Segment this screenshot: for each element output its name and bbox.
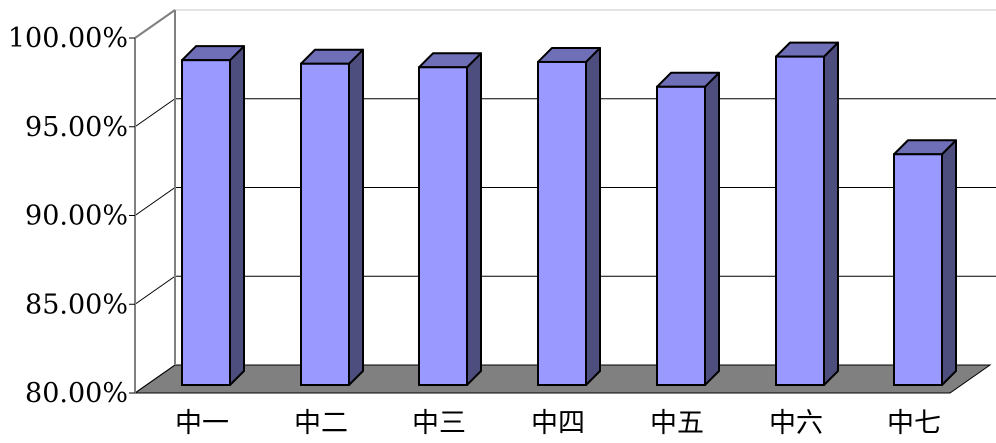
bar-front bbox=[418, 66, 468, 387]
x-category-label: 中七 bbox=[887, 408, 941, 439]
bar-front bbox=[775, 55, 825, 386]
y-tick-label: 100.00% bbox=[8, 23, 128, 54]
bar-side bbox=[585, 46, 601, 386]
x-category-label: 中二 bbox=[294, 408, 348, 439]
side-gridline bbox=[134, 275, 176, 305]
y-tick-label: 85.00% bbox=[25, 289, 128, 320]
bar-front bbox=[656, 85, 706, 387]
y-axis bbox=[129, 9, 176, 394]
bar bbox=[537, 46, 601, 386]
side-gridline bbox=[134, 98, 176, 128]
side-gridline bbox=[134, 364, 176, 394]
bar-front bbox=[181, 59, 231, 387]
bar bbox=[300, 48, 364, 386]
bar-side bbox=[941, 139, 957, 386]
x-category-label: 中三 bbox=[412, 408, 466, 439]
y-tick-label: 90.00% bbox=[25, 201, 128, 232]
bar-front bbox=[537, 60, 587, 386]
y-tick-label: 95.00% bbox=[25, 112, 128, 143]
bar-front bbox=[893, 153, 943, 386]
bar-front bbox=[300, 62, 350, 386]
bars bbox=[181, 41, 957, 387]
x-category-label: 中五 bbox=[650, 408, 704, 439]
y-axis-top-edge bbox=[134, 9, 176, 39]
side-gridline bbox=[134, 187, 176, 216]
bar-side bbox=[823, 41, 839, 386]
y-tick-label: 80.00% bbox=[25, 378, 128, 409]
y-tick-labels: 80.00% 85.00% 90.00% 95.00% 100.00% bbox=[8, 23, 128, 409]
x-category-label: 中四 bbox=[531, 408, 585, 439]
bar bbox=[656, 71, 720, 387]
bar-side bbox=[229, 45, 245, 386]
x-category-labels: 中一 中二 中三 中四 中五 中六 中七 bbox=[175, 408, 941, 439]
bar-side bbox=[348, 48, 364, 386]
bar-side bbox=[704, 71, 720, 386]
bar bbox=[775, 41, 839, 386]
x-category-label: 中六 bbox=[769, 408, 823, 439]
bar bbox=[893, 139, 957, 386]
bar bbox=[418, 52, 482, 387]
bar-side bbox=[466, 52, 482, 386]
bar bbox=[181, 45, 245, 387]
x-category-label: 中一 bbox=[175, 408, 229, 439]
